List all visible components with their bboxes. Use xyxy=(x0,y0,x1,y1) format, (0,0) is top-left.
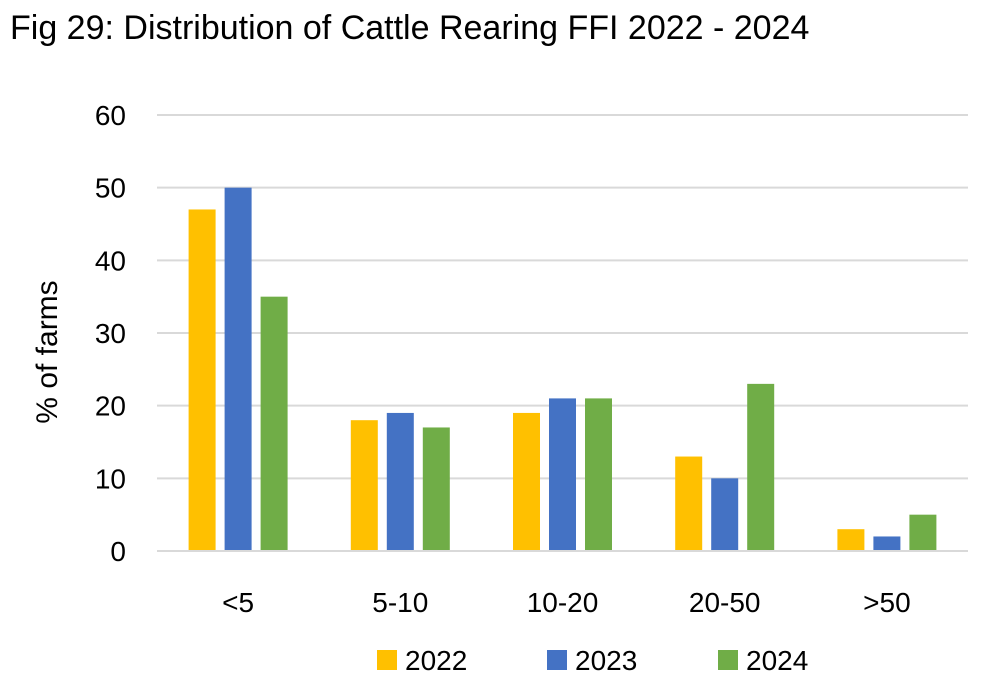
bar-2023-2 xyxy=(549,398,576,551)
bars xyxy=(188,187,937,551)
y-tick-label: 10 xyxy=(95,463,126,494)
bar-2023-4 xyxy=(873,536,901,551)
bar-2024-4 xyxy=(909,514,937,551)
bar-2023-3 xyxy=(711,478,739,551)
y-tick-label: 40 xyxy=(95,245,126,276)
bar-2022-4 xyxy=(837,529,865,551)
legend-swatch-2022 xyxy=(377,650,397,670)
legend: 2022 2023 2024 xyxy=(377,645,808,676)
bar-2024-1 xyxy=(422,427,450,551)
y-tick-label: 20 xyxy=(95,391,126,422)
y-tick-label: 30 xyxy=(95,318,126,349)
y-tick-label: 50 xyxy=(95,173,126,204)
y-tick-label: 0 xyxy=(110,536,126,567)
x-tick-label: <5 xyxy=(222,587,254,618)
bar-2023-1 xyxy=(386,412,414,551)
x-axis-tick-labels: <5 5-10 10-20 20-50 >50 xyxy=(222,587,911,618)
bar-2022-0 xyxy=(188,209,216,551)
x-tick-label: 10-20 xyxy=(527,587,599,618)
x-tick-label: 5-10 xyxy=(372,587,428,618)
bar-2023-0 xyxy=(224,187,252,551)
legend-label: 2023 xyxy=(575,645,637,676)
legend-label: 2022 xyxy=(405,645,467,676)
legend-swatch-2023 xyxy=(547,650,567,670)
bar-2024-2 xyxy=(585,398,612,551)
legend-swatch-2024 xyxy=(718,650,738,670)
x-tick-label: >50 xyxy=(863,587,911,618)
chart-title: Fig 29: Distribution of Cattle Rearing F… xyxy=(10,9,810,47)
bar-2022-3 xyxy=(675,456,703,551)
y-axis-tick-labels: 0 10 20 30 40 50 60 xyxy=(95,100,126,567)
y-axis-label: % of farms xyxy=(31,280,64,423)
legend-label: 2024 xyxy=(746,645,808,676)
bar-2024-3 xyxy=(747,383,775,551)
bar-2022-1 xyxy=(350,420,378,551)
y-tick-label: 60 xyxy=(95,100,126,131)
x-tick-label: 20-50 xyxy=(689,587,761,618)
bar-2022-2 xyxy=(513,412,540,551)
bar-2024-0 xyxy=(260,296,288,551)
